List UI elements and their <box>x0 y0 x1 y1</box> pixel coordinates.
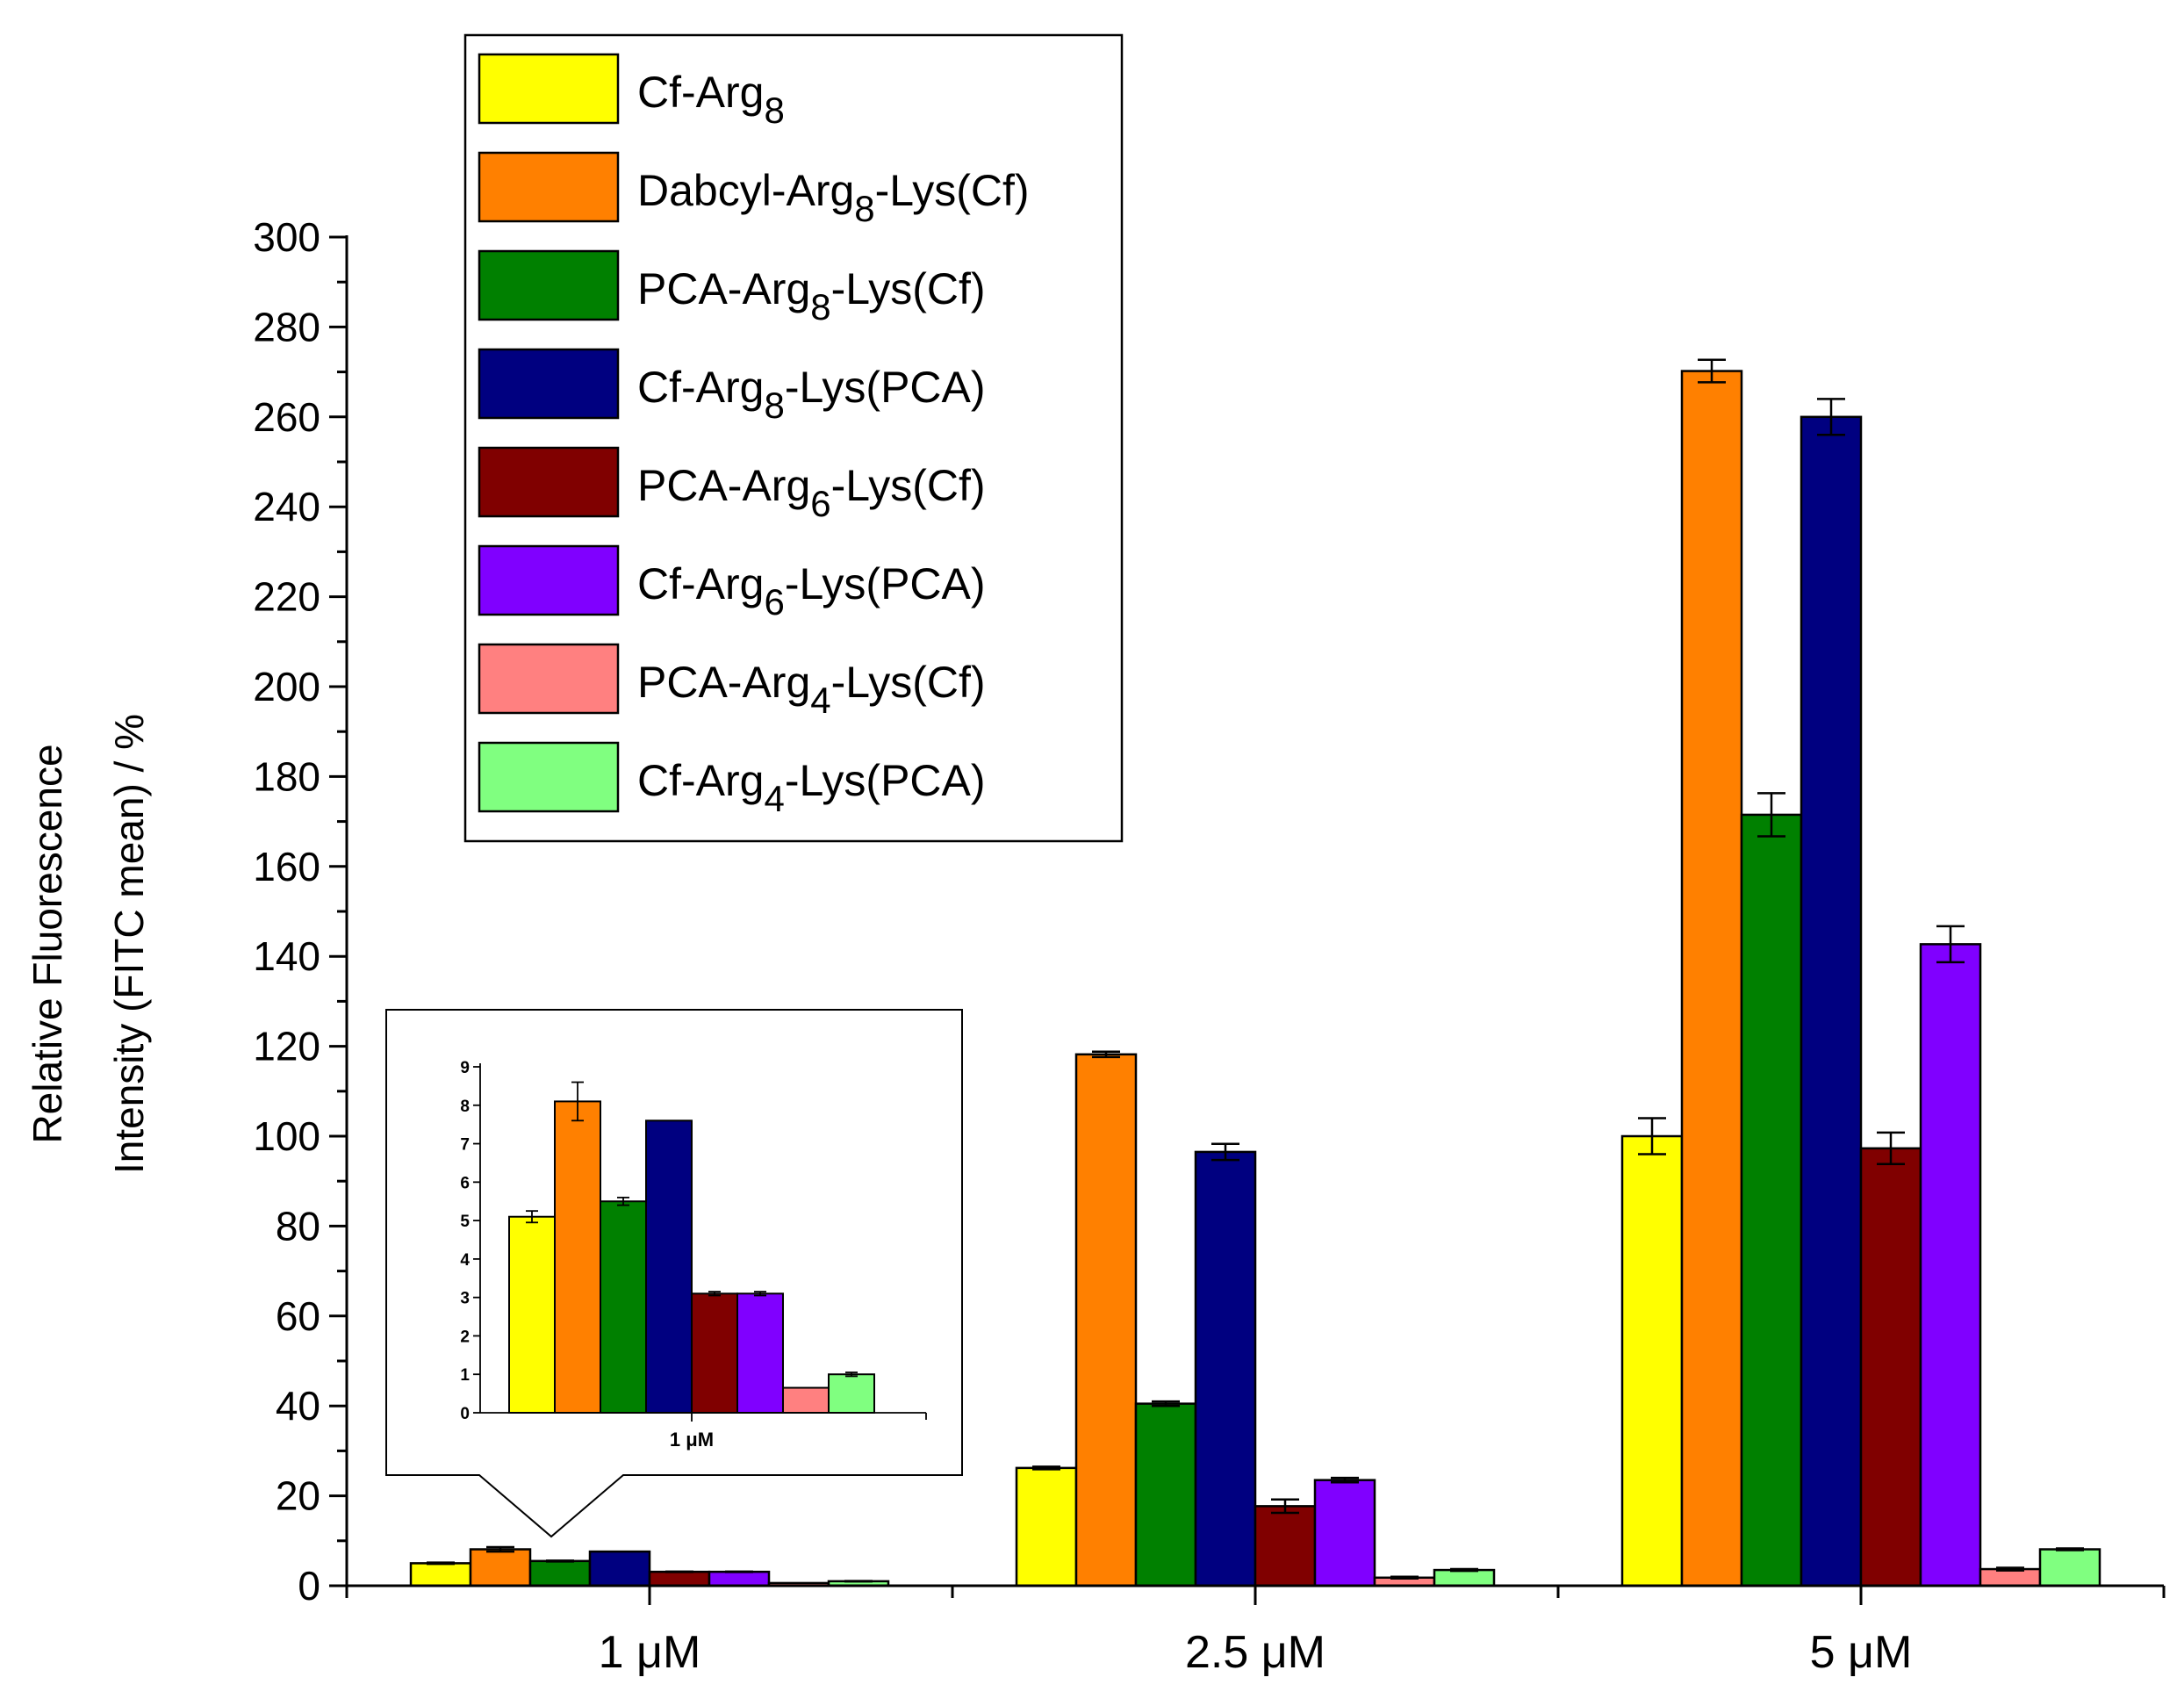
inset-y-tick-label: 9 <box>460 1059 470 1077</box>
bar <box>1134 1402 1197 1587</box>
x-tick-label: 1 μM <box>599 1627 701 1678</box>
bar <box>708 1570 771 1587</box>
bar <box>648 1570 711 1587</box>
bar <box>1074 1053 1138 1587</box>
inset-y-tick-label: 3 <box>460 1290 470 1308</box>
legend-label: Cf-Arg4-Lys(PCA) <box>637 756 986 819</box>
legend-swatch <box>478 249 620 321</box>
bar <box>1313 1479 1376 1587</box>
bar <box>469 1548 532 1587</box>
legend-label: PCA-Arg4-Lys(Cf) <box>637 658 986 721</box>
y-tick-label: 0 <box>298 1563 320 1609</box>
inset-y-tick-label: 7 <box>460 1136 470 1155</box>
legend-label: PCA-Arg6-Lys(Cf) <box>637 461 986 524</box>
bar <box>588 1550 651 1587</box>
legend-swatch <box>478 151 620 223</box>
y-tick-label: 220 <box>253 574 320 620</box>
bar <box>1254 1505 1317 1587</box>
y-axis-title-line-2: Intensity (FITC mean) / % <box>106 714 152 1174</box>
bar <box>1800 415 1863 1587</box>
inset-y-tick-label: 6 <box>460 1174 470 1192</box>
error-bars <box>427 358 2084 1583</box>
y-tick-label: 280 <box>253 304 320 349</box>
bars <box>409 370 2101 1587</box>
legend-swatch <box>478 53 620 125</box>
y-tick-label: 300 <box>253 214 320 260</box>
inset-y-tick-label: 5 <box>460 1213 470 1231</box>
bar <box>1979 1567 2042 1587</box>
y-tick-label: 20 <box>276 1473 320 1519</box>
bar <box>1194 1150 1257 1587</box>
legend-label: Cf-Arg6-Lys(PCA) <box>637 559 986 623</box>
bar <box>1740 813 1803 1587</box>
x-tick-label: 5 μM <box>1810 1627 1913 1678</box>
y-tick-label: 240 <box>253 484 320 529</box>
y-tick-label: 60 <box>276 1293 320 1339</box>
axes: 0204060801001201401601802002202402602803… <box>253 214 2166 1678</box>
inset-bar <box>736 1292 784 1415</box>
y-tick-label: 200 <box>253 664 320 709</box>
y-tick-label: 100 <box>253 1113 320 1159</box>
inset-chart: 0 1 2 3 4 5 6 7 8 9 1 μM <box>385 1009 963 1538</box>
legend-swatch <box>478 741 620 813</box>
y-tick-label: 260 <box>253 394 320 440</box>
y-tick-label: 180 <box>253 753 320 799</box>
inset-y-tick-label: 2 <box>460 1328 470 1346</box>
bar <box>1620 1134 1684 1587</box>
inset-bar <box>691 1292 738 1415</box>
inset-bar <box>782 1386 830 1414</box>
inset-bar <box>828 1373 875 1414</box>
bar <box>528 1559 592 1587</box>
bar <box>409 1562 472 1587</box>
legend-label: Dabcyl-Arg8-Lys(Cf) <box>637 166 1030 229</box>
legend-swatch <box>478 643 620 715</box>
x-tick-label: 2.5 μM <box>1185 1627 1325 1678</box>
legend-label: Cf-Arg8-Lys(PCA) <box>637 363 986 426</box>
inset-y-tick-label: 8 <box>460 1098 470 1116</box>
inset-y-tick-label: 0 <box>460 1405 470 1423</box>
inset-bar <box>645 1119 693 1415</box>
y-tick-label: 140 <box>253 933 320 979</box>
y-tick-label: 40 <box>276 1383 320 1429</box>
inset-bar <box>508 1215 556 1414</box>
y-tick-label: 80 <box>276 1203 320 1249</box>
bar <box>2038 1548 2101 1587</box>
bar <box>1859 1147 1922 1587</box>
inset-bar <box>554 1100 601 1415</box>
inset-bar <box>600 1200 647 1414</box>
inset-y-tick-label: 4 <box>460 1251 470 1270</box>
bar <box>1433 1568 1496 1587</box>
bar <box>1919 943 1982 1587</box>
legend-label: Cf-Arg8 <box>637 68 785 131</box>
legend-swatch <box>478 544 620 616</box>
legend-swatch <box>478 446 620 518</box>
y-axis-title-line-1: Relative Fluorescence <box>25 744 70 1143</box>
legend-label: PCA-Arg8-Lys(Cf) <box>637 264 986 328</box>
bar <box>1680 370 1743 1587</box>
y-tick-label: 160 <box>253 844 320 889</box>
y-tick-label: 120 <box>253 1024 320 1069</box>
bar <box>1015 1466 1078 1587</box>
inset-y-tick-label: 1 <box>460 1366 470 1385</box>
inset-x-tick-label: 1 μM <box>670 1429 714 1451</box>
legend-swatch <box>478 348 620 420</box>
legend: Cf-Arg8 Dabcyl-Arg8-Lys(Cf) PCA-Arg8-Lys(C… <box>463 33 1124 843</box>
